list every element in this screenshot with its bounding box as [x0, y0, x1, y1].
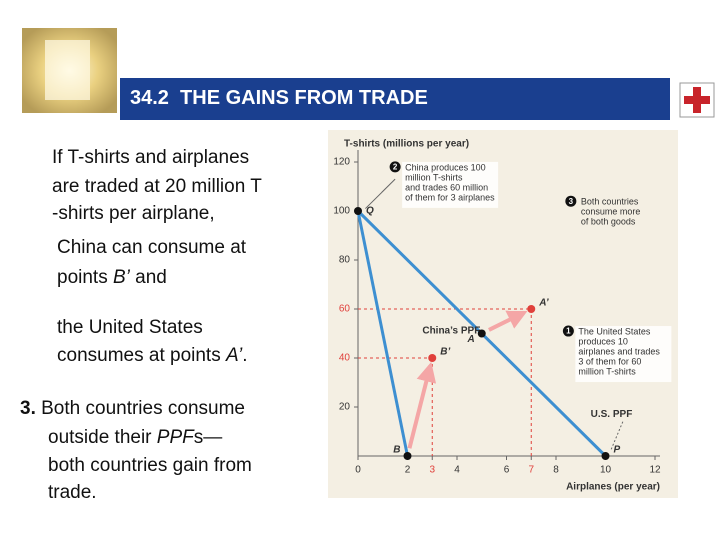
x-tick-label: 4 — [454, 465, 460, 476]
text-line: trade. — [48, 482, 97, 504]
y-tick-label: 120 — [333, 157, 350, 168]
text-line: are traded at 20 million T — [52, 176, 262, 198]
text-run: . — [242, 345, 248, 366]
text-line: outside their PPFs— — [48, 427, 222, 449]
x-tick-label: 6 — [504, 465, 510, 476]
callout-text: and trades 60 million — [405, 182, 488, 192]
x-tick-label: 3 — [429, 465, 435, 476]
text-run: China can consume at — [57, 237, 247, 258]
text-run: and — [129, 267, 167, 288]
point-label: Q — [366, 206, 374, 217]
point-label: B’ — [440, 347, 450, 358]
point — [354, 207, 362, 215]
text-line: the United States — [57, 317, 203, 339]
leader-line — [609, 421, 624, 452]
ppf-line — [356, 210, 409, 457]
callout-text: China produces 100 — [405, 162, 486, 172]
x-tick-label: 12 — [649, 465, 661, 476]
x-tick-label: 10 — [600, 465, 612, 476]
title-bar: 34.2 THE GAINS FROM TRADE — [120, 78, 670, 120]
text-run: A’ — [225, 345, 243, 366]
point-label: A — [467, 334, 475, 345]
callout-text: produces 10 — [578, 336, 628, 346]
text-run: both countries gain from — [48, 455, 252, 476]
text-line: -shirts per airplane, — [52, 203, 215, 225]
callout-number: 1 — [566, 327, 571, 336]
text-run: Both countries consume — [35, 398, 245, 419]
x-tick-label: 7 — [528, 465, 534, 476]
text-run: If T-shirts and airplanes — [52, 147, 250, 168]
callout-text: million T-shirts — [405, 172, 463, 182]
callout-text: of them for 3 airplanes — [405, 192, 495, 202]
text-run: B’ — [112, 267, 130, 288]
nav-icon[interactable] — [679, 82, 715, 118]
trade-arrow — [407, 361, 437, 449]
text-run: outside their — [48, 427, 157, 448]
text-line: 3. Both countries consume — [20, 398, 245, 420]
y-tick-label: 80 — [339, 255, 351, 266]
point — [403, 452, 412, 460]
text-run: consumes at points — [57, 345, 226, 366]
callout-text: Both countries — [581, 197, 639, 207]
series-label: China’s PPF — [422, 326, 480, 337]
point — [527, 305, 536, 313]
text-run: are traded at 20 million T — [52, 176, 262, 197]
callout-text: The United States — [578, 326, 651, 336]
slide-title: 34.2 THE GAINS FROM TRADE — [130, 87, 428, 109]
callout-number: 2 — [393, 163, 398, 172]
callout-number: 3 — [569, 197, 574, 206]
text-line: both countries gain from — [48, 455, 252, 477]
leader-line — [365, 178, 396, 209]
callout-box — [575, 326, 672, 383]
text-line: consumes at points A’. — [57, 345, 247, 367]
text-run: s— — [193, 427, 223, 448]
callout-text: consume more — [581, 207, 641, 217]
callout-badge — [565, 195, 577, 207]
y-tick-label: 60 — [339, 304, 351, 315]
point — [601, 452, 610, 460]
text-run: 3. — [20, 398, 36, 419]
point-label: A’ — [538, 298, 549, 309]
callout-text: 3 of them for 60 — [578, 356, 641, 366]
gold-ornament — [45, 40, 90, 100]
text-run: trade. — [48, 482, 97, 503]
y-tick-label: 40 — [339, 353, 351, 364]
series-label: U.S. PPF — [591, 409, 633, 420]
y-axis-label: T-shirts (millions per year) — [344, 139, 469, 150]
point-label: B — [393, 445, 400, 456]
callout-box — [402, 161, 499, 208]
chart-panel — [328, 130, 678, 498]
callout-badge — [562, 325, 574, 337]
y-tick-label: 100 — [333, 206, 350, 217]
x-tick-label: 0 — [355, 465, 361, 476]
callout-badge — [389, 161, 401, 173]
trade-arrow — [488, 310, 528, 332]
x-tick-label: 8 — [553, 465, 559, 476]
x-tick-label: 2 — [405, 465, 411, 476]
point — [428, 354, 437, 362]
point-label: P — [614, 445, 621, 456]
icon-bar — [684, 96, 710, 104]
point — [477, 329, 486, 338]
callout-text: million T-shirts — [578, 366, 636, 376]
text-run: the United States — [57, 317, 203, 338]
text-run: -shirts per airplane, — [52, 203, 215, 224]
callout-text: airplanes and trades — [578, 346, 660, 356]
text-line: points B’ and — [57, 267, 167, 289]
x-axis-label: Airplanes (per year) — [566, 482, 660, 493]
callout-text: of both goods — [581, 217, 636, 227]
text-line: If T-shirts and airplanes — [52, 147, 249, 169]
text-run: PPF — [156, 427, 194, 448]
y-tick-label: 20 — [339, 402, 351, 413]
text-line: China can consume at — [57, 237, 246, 259]
text-run: points — [57, 267, 113, 288]
